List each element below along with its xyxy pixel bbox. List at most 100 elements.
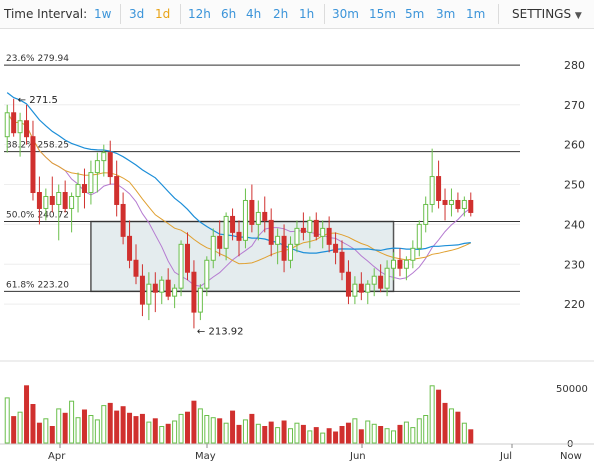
volume-bar	[36, 422, 42, 444]
candle-body	[339, 251, 345, 273]
candle-body	[88, 172, 94, 194]
volume-bar	[384, 428, 390, 444]
fib-level-label: 23.6% 279.94	[6, 54, 69, 64]
candle-body	[165, 279, 171, 297]
volume-bar	[204, 415, 210, 444]
interval-15m[interactable]: 15m	[369, 7, 396, 21]
candle-body	[345, 271, 351, 297]
interval-6h[interactable]: 6h	[221, 7, 237, 21]
volume-bar	[43, 418, 49, 444]
volume-bar	[62, 412, 68, 444]
interval-5m[interactable]: 5m	[405, 7, 425, 21]
volume-bar	[448, 408, 454, 444]
candle-body	[275, 235, 281, 245]
candle-body	[24, 120, 30, 138]
toolbar-divider	[120, 4, 121, 24]
volume-series	[4, 385, 474, 444]
interval-1h[interactable]: 1h	[299, 7, 315, 21]
volume-bar	[4, 397, 10, 444]
volume-bar	[184, 411, 190, 444]
volume-bar	[94, 419, 100, 444]
candle-body	[139, 275, 145, 305]
volume-bar	[288, 428, 294, 444]
fibonacci-levels: 23.6% 279.94 38.2% 258.25 50.0% 240.72 61.8…	[4, 54, 520, 292]
candle-body	[358, 283, 364, 293]
candle-body	[255, 211, 261, 225]
interval-2h[interactable]: 2h	[273, 7, 289, 21]
candle-body	[43, 195, 49, 209]
interval-12h[interactable]: 12h	[188, 7, 211, 21]
candle-body	[75, 184, 81, 197]
volume-bar	[371, 423, 377, 444]
candle-body	[114, 176, 120, 205]
interval-1w[interactable]: 1w	[94, 7, 112, 21]
candle-body	[429, 176, 435, 205]
candle-body	[210, 235, 216, 261]
candle-body	[288, 243, 294, 261]
time-interval-label: Time Interval:	[4, 7, 88, 21]
candle-body	[81, 184, 87, 194]
volume-bar	[107, 402, 113, 444]
candle-body	[423, 203, 429, 225]
volume-bar	[339, 426, 345, 444]
volume-bar	[352, 418, 358, 444]
time-tick-label: May	[195, 451, 216, 462]
volume-bar	[242, 419, 248, 444]
volume-bar	[191, 400, 197, 444]
candle-body	[262, 211, 268, 221]
candle-body	[397, 259, 403, 269]
volume-bar	[230, 410, 236, 444]
volume-bar	[294, 422, 300, 444]
volume-bar	[75, 417, 81, 444]
candle-body	[294, 227, 300, 245]
interval-1m[interactable]: 1m	[466, 7, 486, 21]
volume-bar	[49, 426, 55, 444]
volume-bar	[127, 412, 133, 444]
candle-body	[300, 227, 306, 233]
candle-body	[217, 235, 223, 249]
settings-button[interactable]: SETTINGS ▼	[512, 7, 582, 21]
candle-body	[371, 275, 377, 285]
volume-bar	[333, 431, 339, 444]
volume-bar	[268, 421, 274, 444]
candle-body	[36, 192, 42, 209]
volume-bar	[69, 400, 75, 444]
candle-body	[378, 275, 384, 289]
candle-body	[448, 199, 454, 205]
candle-body	[230, 215, 236, 233]
interval-toolbar: Time Interval: 1w 3d 1d 12h 6h 4h 2h 1h …	[0, 0, 594, 29]
candlestick-series	[4, 98, 474, 329]
volume-bar	[30, 404, 36, 444]
price-tick-label: 230	[564, 258, 585, 271]
volume-bar	[139, 413, 145, 444]
candle-body	[403, 259, 409, 269]
interval-30m[interactable]: 30m	[332, 7, 359, 21]
chevron-down-icon: ▼	[574, 11, 582, 21]
price-tick-label: 260	[564, 139, 585, 152]
volume-bar	[468, 429, 474, 444]
volume-bar	[429, 385, 435, 444]
interval-3m[interactable]: 3m	[436, 7, 456, 21]
interval-3d[interactable]: 3d	[129, 7, 145, 21]
volume-bar	[17, 411, 23, 444]
volume-bar	[403, 421, 409, 444]
interval-4h[interactable]: 4h	[246, 7, 262, 21]
low-annotation: ← 213.92	[197, 326, 244, 337]
toolbar-divider	[180, 4, 181, 24]
candle-body	[410, 247, 416, 261]
volume-tick-label: 50000	[556, 384, 588, 395]
volume-bar	[101, 405, 107, 444]
volume-bar	[397, 424, 403, 444]
price-chart[interactable]: 23.6% 279.94 38.2% 258.25 50.0% 240.72 61.8…	[0, 29, 594, 464]
candle-body	[313, 219, 319, 237]
candle-body	[146, 283, 152, 305]
volume-bar	[326, 428, 332, 444]
volume-bar	[165, 423, 171, 444]
candle-body	[49, 195, 55, 205]
interval-1d[interactable]: 1d	[155, 7, 171, 21]
candle-body	[120, 203, 126, 237]
volume-bar	[391, 430, 397, 444]
candle-body	[468, 199, 474, 213]
candle-body	[107, 152, 113, 178]
volume-bar	[249, 413, 255, 444]
